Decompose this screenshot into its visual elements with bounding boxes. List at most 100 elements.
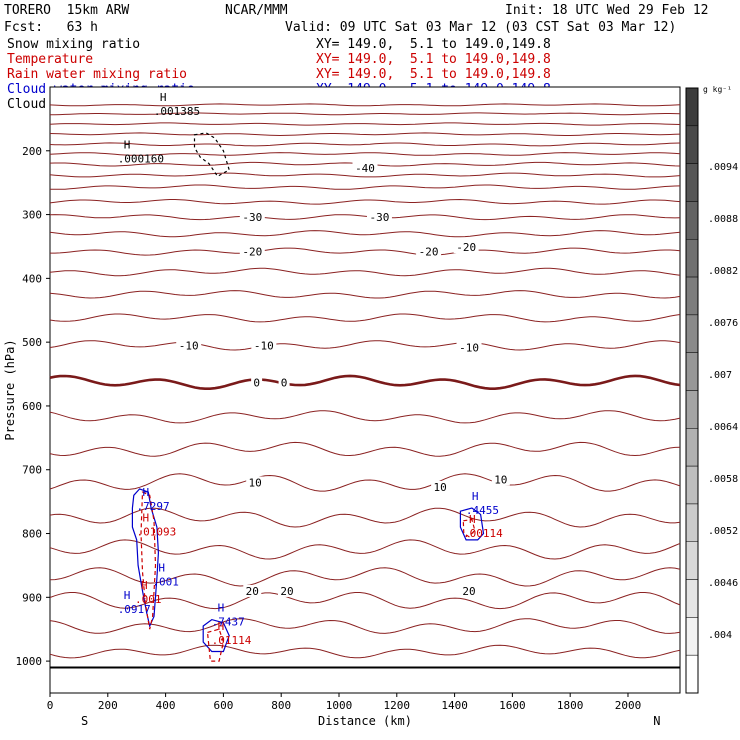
contour-label-bg	[278, 376, 290, 389]
x-tick-label: 1400	[441, 699, 468, 712]
x-tick-label: 400	[156, 699, 176, 712]
colorbar-band	[685, 617, 699, 656]
colorbar-band	[685, 201, 699, 240]
temperature-contour-line	[49, 198, 681, 205]
contour-label: -20	[419, 246, 439, 259]
colorbar-unit: g kg⁻¹	[703, 85, 732, 94]
max-marker-h: H	[158, 561, 165, 574]
contour-label: -10	[179, 339, 199, 352]
max-marker-value: .7437	[212, 616, 245, 629]
temperature-contour-line	[49, 313, 681, 323]
colorbar-band	[685, 163, 699, 202]
contour-label: -10	[459, 341, 479, 354]
temperature-contour-line	[49, 184, 681, 190]
contour-labels: -40 -30 -30 -20 -20 -20 -10 -10 -10 0 0 10 10 10 20 20 2…	[176, 162, 510, 598]
y-tick-label: 400	[22, 272, 42, 285]
colorbar-band	[685, 314, 699, 353]
axes: 0 200 400 600 800 1000 1200 1400 1600 1800 2000200…	[3, 145, 660, 728]
y-tick-label: 800	[22, 528, 42, 541]
temperature-contour-line	[49, 644, 681, 659]
contour-label-bg	[251, 376, 263, 389]
temperature-contour-line	[50, 112, 681, 116]
max-marker-value: .00114	[463, 527, 503, 540]
max-marker-h: H	[472, 490, 479, 503]
contour-label-bg	[456, 341, 482, 354]
model-title: TORERO 15km ARW	[4, 3, 130, 18]
temperature-contour-line	[50, 247, 681, 256]
temperature-contour-line	[49, 374, 681, 390]
max-marker-h: H	[142, 486, 149, 499]
temperature-contour-line	[49, 441, 681, 457]
contour-label-bg	[352, 162, 378, 175]
contour-label-bg	[246, 476, 265, 489]
rain-water-contour	[206, 628, 225, 662]
rain-water-contour	[140, 491, 157, 630]
colorbar-band	[685, 465, 699, 505]
contour-label: -20	[456, 241, 476, 254]
max-marker-h: H	[218, 602, 225, 615]
max-marker-h: H	[160, 91, 167, 104]
max-marker-value: .001	[135, 593, 162, 606]
colorbar-tick-label: .0094	[708, 162, 738, 173]
max-marker-value: .0917	[118, 603, 151, 616]
contour-label: 20	[280, 585, 293, 598]
contour-label: -30	[242, 211, 262, 224]
max-marker-value: .4455	[466, 504, 499, 517]
x-tick-label: 1200	[384, 699, 411, 712]
temperature-contour-line	[49, 132, 681, 137]
y-tick-label: 700	[22, 464, 42, 477]
max-marker-value: .7297	[136, 500, 169, 513]
colorbar-band	[685, 239, 699, 278]
colorbar-band	[685, 654, 699, 694]
contour-label: 20	[246, 585, 259, 598]
contour-label: -30	[370, 211, 390, 224]
colorbar-tick-label: .0088	[708, 214, 738, 225]
contour-label-bg	[239, 245, 265, 258]
x-axis-title: Distance (km)	[318, 714, 412, 728]
max-marker-h: H	[124, 589, 131, 602]
rain-water-contour	[462, 518, 476, 538]
colorbar-frame	[685, 87, 699, 694]
contour-label: 10	[249, 476, 262, 489]
temperature-contour-line	[49, 152, 681, 156]
forecast-hour: Fcst: 63 h	[4, 20, 98, 35]
colorbar-band	[685, 352, 699, 391]
colorbar-band	[685, 276, 699, 316]
contour-label-bg	[491, 473, 510, 486]
x-tick-label: 800	[271, 699, 291, 712]
colorbar-tick-label: .0058	[708, 474, 738, 485]
init-time: Init: 18 UTC Wed 29 Feb 12	[505, 3, 709, 18]
x-tick-label: 0	[47, 699, 54, 712]
x-tick-label: 1800	[557, 699, 584, 712]
y-tick-label: 600	[22, 400, 42, 413]
contour-label-bg	[239, 211, 265, 224]
colorbar-band	[685, 428, 699, 467]
contour-label: 20	[462, 585, 475, 598]
temperature-contour-line	[49, 214, 681, 221]
y-tick-label: 900	[22, 591, 42, 604]
contour-label: 10	[434, 481, 447, 494]
colorbar-tick-label: .0064	[708, 422, 738, 433]
max-marker-h: H	[218, 620, 225, 633]
contour-label-bg	[460, 584, 479, 597]
x-axis-right-label: N	[653, 714, 660, 728]
contour-label-bg	[176, 339, 202, 352]
x-axis-left-label: S	[81, 714, 88, 728]
colorbar-band	[685, 390, 699, 429]
temperature-contour-line	[49, 618, 681, 634]
contour-label: 10	[494, 473, 507, 486]
contour-label-bg	[416, 245, 442, 258]
contour-label-bg	[251, 339, 277, 352]
temperature-contour-line	[49, 103, 681, 107]
colorbar-tick-label: .0052	[708, 526, 738, 537]
legend-field-label: Snow mixing ratio	[7, 37, 141, 52]
temperature-contour-line	[49, 567, 681, 587]
max-marker-value: .01093	[136, 526, 176, 539]
contour-label: -10	[254, 339, 274, 352]
colorbar-band	[685, 87, 699, 127]
cloud-water-contour	[459, 507, 485, 541]
temperature-contour-line	[49, 507, 681, 528]
temperature-contours	[49, 103, 681, 669]
x-tick-label: 1000	[326, 699, 353, 712]
